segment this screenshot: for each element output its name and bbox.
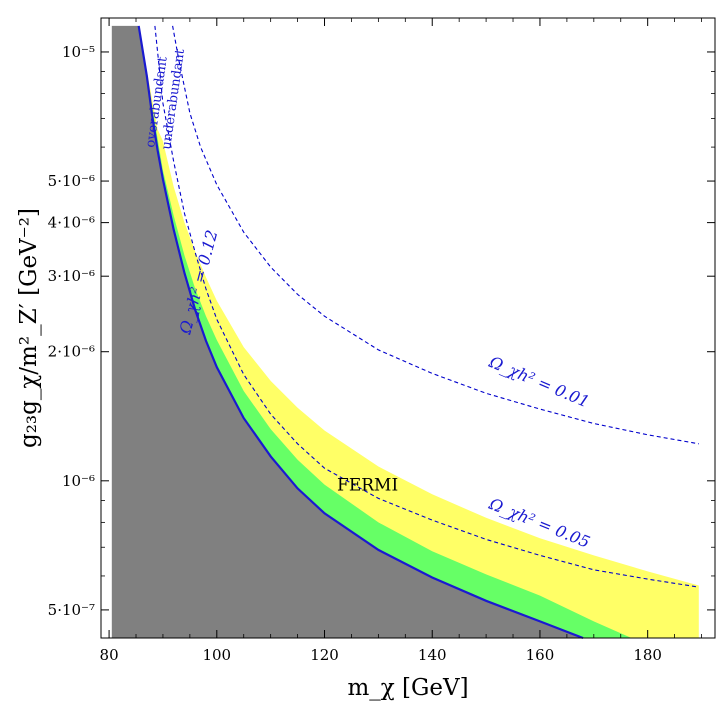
y-tick-label: 5·10⁻⁶ — [48, 172, 95, 190]
y-tick-label: 4·10⁻⁶ — [48, 214, 95, 232]
y-axis-ticks: 10⁻⁵ 5·10⁻⁶ 4·10⁻⁶ 3·10⁻⁶ 2·10⁻⁶ 10⁻⁶ 5·10⁻⁷ — [48, 43, 715, 619]
x-axis-label: m_χ [GeV] — [347, 675, 468, 701]
contour-001-label: Ω_χh² = 0.01 — [486, 352, 593, 412]
y-tick-label: 5·10⁻⁷ — [48, 601, 95, 619]
x-tick-label: 80 — [100, 646, 119, 664]
excluded-region — [111, 25, 584, 638]
plot-frame — [100, 17, 716, 639]
y-tick-label: 10⁻⁶ — [62, 472, 95, 490]
y-tick-label: 10⁻⁵ — [62, 43, 95, 61]
x-tick-label: 180 — [633, 646, 662, 664]
x-tick-label: 120 — [310, 646, 339, 664]
plot-area — [111, 25, 699, 640]
fermi-label: FERMI — [337, 476, 398, 496]
x-tick-label: 140 — [418, 646, 447, 664]
y-axis-label: g₂₃g_χ/m²_Z′ [GeV⁻²] — [16, 208, 42, 448]
x-axis-ticks: 80 100 120 140 160 180 — [100, 18, 702, 664]
x-tick-label: 100 — [202, 646, 231, 664]
y-tick-label: 3·10⁻⁶ — [48, 267, 95, 285]
y-tick-label: 2·10⁻⁶ — [48, 343, 95, 361]
relic-curve — [137, 25, 584, 640]
contour-001-line — [172, 25, 699, 445]
yellow-band — [138, 25, 699, 638]
x-tick-label: 160 — [526, 646, 555, 664]
contour-005-line — [154, 25, 699, 588]
